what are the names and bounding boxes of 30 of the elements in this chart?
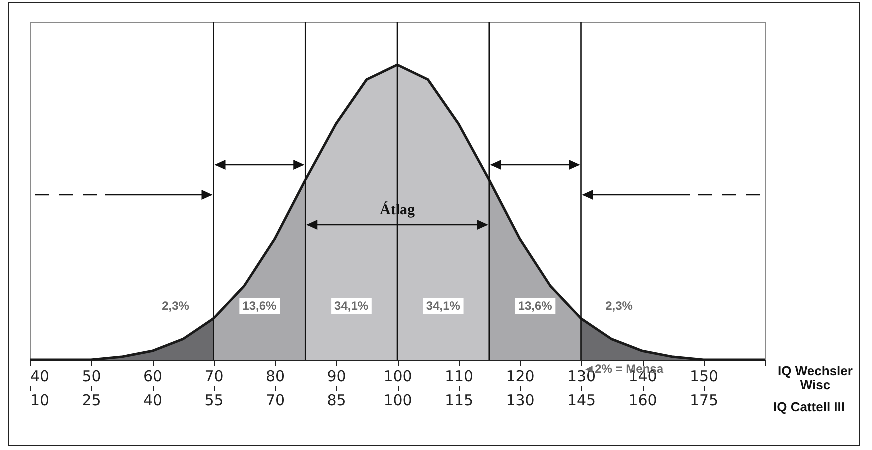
x2-tick-label: 10	[30, 392, 50, 410]
x-tick-label: 150	[690, 368, 719, 386]
x-tick-label: 100	[384, 368, 412, 386]
x2-tick-label: 85	[327, 392, 346, 410]
x2-tick-label: 100	[384, 392, 412, 410]
x-tick-label: 110	[444, 368, 474, 386]
x2-tick-label: 40	[143, 392, 163, 410]
x-tick-label: 90	[327, 368, 346, 386]
x-tick-label: 60	[143, 368, 163, 386]
x2-axis-title: IQ Cattell III	[774, 400, 846, 414]
x-tick-label: 70	[204, 368, 224, 386]
x-axis-title: IQ Wechsler Wisc	[778, 364, 853, 392]
x-tick-label: 120	[506, 368, 535, 386]
annotation: 13,6%	[242, 299, 278, 314]
x2-tick-label: 115	[444, 392, 474, 410]
x-tick-label: 80	[266, 368, 286, 386]
x2-tick-label: 145	[567, 392, 596, 410]
x2-tick-label: 55	[204, 392, 224, 410]
annotation: 34,1%	[426, 299, 461, 314]
x2-tick-label: 160	[628, 392, 658, 410]
x2-tick-label: 25	[82, 392, 102, 410]
x-tick-label: 40	[30, 368, 50, 386]
x2-tick-label: 130	[506, 392, 535, 410]
x2-tick-label: 70	[266, 392, 286, 410]
annotation: 13,6%	[518, 299, 553, 314]
annotation: 2,3%	[606, 299, 634, 314]
x2-tick-label: 175	[690, 392, 719, 410]
annotation: 2,3%	[162, 299, 190, 314]
annotation: 34,1%	[334, 299, 369, 314]
x-tick-label: 50	[82, 368, 102, 386]
